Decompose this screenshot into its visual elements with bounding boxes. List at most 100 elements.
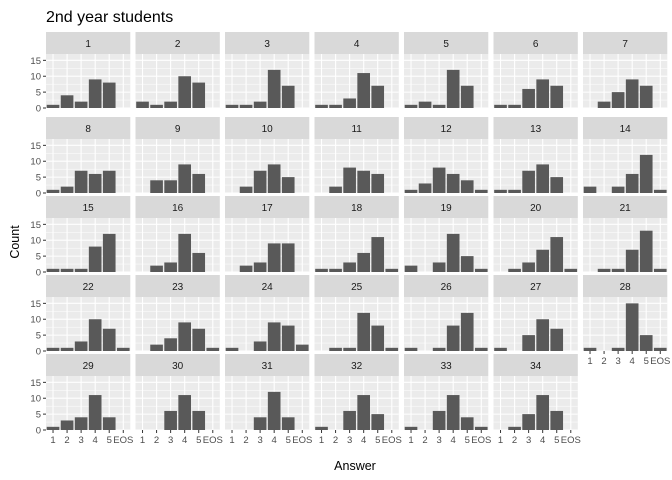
panel-background: [314, 376, 399, 430]
bar-6-3: [522, 88, 535, 108]
facet-label: 21: [620, 203, 632, 214]
x-tick-label: 5: [465, 435, 470, 446]
panel-background: [583, 54, 668, 108]
panel-background: [314, 297, 399, 351]
bar-2-4: [178, 76, 191, 108]
panel-background: [404, 54, 489, 108]
facet-label: 28: [620, 282, 632, 293]
bar-7-3: [611, 92, 625, 108]
bar-10-3: [253, 170, 267, 193]
panel-background: [314, 139, 399, 193]
y-tick-label: 10: [30, 394, 41, 405]
facet-label: 26: [441, 282, 453, 293]
bar-3-5: [281, 85, 295, 108]
facet-label: 16: [172, 203, 184, 214]
bar-14-4: [625, 173, 639, 193]
facet-strip: [314, 196, 399, 218]
bar-13-1: [494, 189, 507, 193]
facet-panel-6: 6: [493, 32, 578, 109]
facet-label: 7: [622, 39, 628, 50]
bar-5-1: [404, 104, 418, 108]
facet-panel-32: 32 1 2 3 4 5 EOS: [314, 354, 402, 446]
bar-34-5: [550, 410, 564, 430]
bar-31-3: [253, 417, 267, 430]
facet-panel-4: 4: [314, 32, 399, 109]
bar-14-5: [639, 154, 653, 193]
bar-1-1: [46, 104, 60, 108]
bar-7-5: [639, 85, 653, 108]
bar-10-2: [239, 186, 253, 193]
bar-28-4: [625, 303, 639, 351]
bar-31-5: [281, 417, 295, 430]
y-tick-label: 5: [36, 173, 41, 184]
x-tick-label: 4: [361, 435, 366, 446]
bar-16-3: [164, 262, 177, 272]
bar-11-2: [329, 186, 342, 193]
bar-21-EOS: [653, 268, 667, 272]
bar-10-4: [267, 164, 281, 193]
bar-2-5: [192, 82, 206, 108]
bar-12-5: [460, 180, 474, 193]
facet-panel-12: 12: [404, 117, 489, 194]
bar-4-4: [357, 73, 370, 108]
facet-strip: [404, 196, 489, 218]
facet-label: 14: [620, 124, 632, 135]
facet-panel-17: 17: [225, 196, 310, 273]
bar-10-5: [281, 177, 295, 193]
x-tick-label: 5: [375, 435, 380, 446]
facet-panel-34: 341 2 3 4 5 EOS: [493, 354, 581, 446]
bar-6-1: [494, 104, 507, 108]
panel-background: [404, 139, 489, 193]
facet-panel-19: 19: [404, 196, 489, 273]
facet-label: 11: [351, 124, 362, 135]
bar-23-2: [150, 344, 163, 351]
bar-18-EOS: [385, 268, 399, 272]
panel-background: [314, 218, 399, 272]
facet-panel-5: 5: [404, 32, 489, 109]
facet-strip: [493, 275, 578, 297]
x-tick-label: EOS: [292, 435, 312, 446]
bar-32-1: [315, 426, 328, 430]
bar-13-5: [550, 177, 564, 193]
bar-22-1: [46, 347, 60, 351]
facet-label: 10: [262, 124, 274, 135]
bar-12-1: [404, 189, 418, 193]
y-tick-label: 0: [36, 189, 41, 200]
facet-strip: [404, 117, 489, 139]
facet-label: 17: [262, 203, 274, 214]
facet-panel-24: 24: [225, 275, 310, 352]
facet-label: 1: [85, 39, 91, 50]
facet-label: 13: [530, 124, 542, 135]
bar-19-5: [460, 256, 474, 272]
facet-panel-27: 27: [493, 275, 578, 352]
bar-4-3: [343, 98, 356, 108]
y-tick-label: 0: [36, 426, 41, 437]
facet-label: 18: [351, 203, 363, 214]
x-tick-label: 2: [422, 435, 427, 446]
bar-2-2: [150, 104, 163, 108]
facet-label: 20: [530, 203, 542, 214]
bar-6-4: [536, 79, 549, 108]
bar-17-2: [239, 265, 253, 272]
y-tick-label: 0: [36, 104, 41, 115]
bar-18-4: [357, 252, 370, 272]
bar-23-3: [164, 338, 177, 351]
panel-background: [135, 139, 220, 193]
y-tick-label: 15: [30, 299, 41, 310]
bar-11-5: [371, 173, 385, 193]
y-tick-label: 5: [36, 252, 41, 263]
bar-1-5: [102, 82, 116, 108]
bar-17-3: [253, 262, 267, 272]
facet-panel-14: 14: [583, 117, 668, 194]
bar-24-5: [281, 325, 295, 351]
facet-panel-8: 8 0 5 10 15: [30, 117, 131, 200]
bar-20-5: [550, 237, 564, 272]
y-tick-label: 0: [36, 347, 41, 358]
bar-28-5: [639, 335, 653, 351]
bar-3-2: [239, 104, 253, 108]
facet-strip: [583, 275, 668, 297]
x-tick-label: 2: [333, 435, 338, 446]
